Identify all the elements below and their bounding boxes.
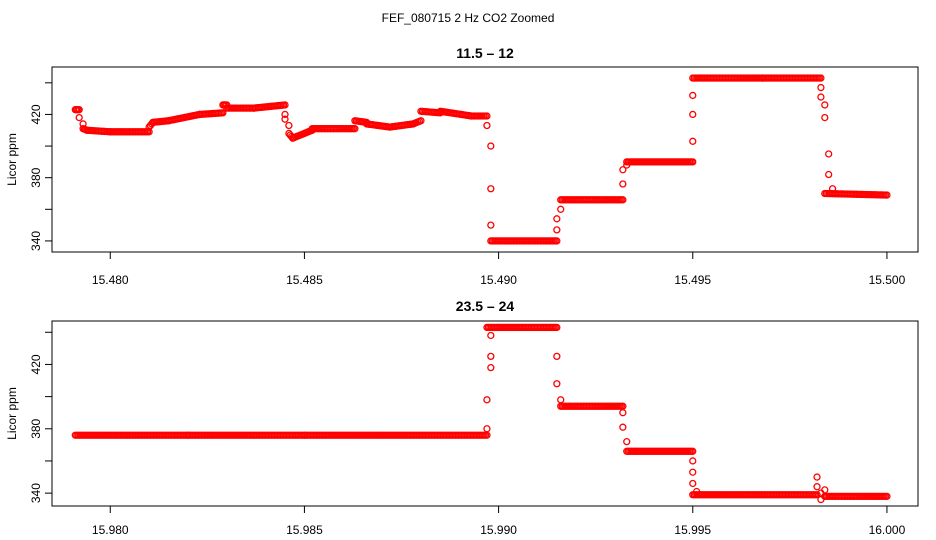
y-tick-label: 380 [29,167,43,187]
data-point [813,473,821,481]
data-point [553,215,561,223]
data-point [689,110,697,119]
data-point [619,180,627,188]
data-point [817,495,825,504]
x-tick-label: 15.500 [869,273,906,287]
data-point [483,425,491,433]
data-point [689,447,697,455]
data-point [619,423,627,431]
data-point [285,121,293,130]
data-point [828,185,837,193]
data-point [821,486,829,494]
x-tick-label: 15.495 [674,273,711,287]
data-point [817,83,825,92]
data-point [817,74,825,82]
x-tick-label: 15.480 [92,273,129,287]
data-point [553,237,561,245]
data-point [689,137,697,145]
data-point [351,125,359,133]
data-point [281,101,289,109]
data-point [623,437,631,446]
data-point [623,161,631,169]
data-point [689,91,697,100]
data-point [813,483,821,491]
data-point [689,457,697,465]
data-point [821,101,829,109]
x-tick-label: 15.485 [286,273,323,287]
data-point [487,221,495,229]
data-point [553,323,561,332]
data-point [825,170,833,179]
data-point [219,109,227,117]
data-point [553,226,561,234]
data-point [483,396,491,404]
data-point [281,115,289,123]
x-tick-label: 15.985 [286,523,323,537]
x-tick-label: 15.490 [480,273,517,287]
data-point [557,205,565,213]
data-point [483,121,491,130]
data-point [75,106,83,114]
data-point [487,363,495,372]
data-point [557,396,565,404]
data-series [71,323,891,504]
data-point [825,150,833,158]
data-point [619,196,627,204]
data-point [487,352,495,361]
x-tick-label: 15.990 [480,523,517,537]
y-axis-label: Licor ppm [5,133,19,186]
y-tick-label: 340 [29,483,43,503]
x-tick-label: 15.980 [92,523,129,537]
panel-top: 11.5 – 12 15.480 15.485 15.490 15.495 15.500 3… [5,45,919,287]
data-point [821,113,829,122]
panel-bottom: 23.5 – 24 15.980 15.985 15.990 15.995 16.000 3… [5,298,919,537]
data-series [71,74,891,245]
data-point [689,468,697,476]
main-title: FEF_080715 2 Hz CO2 Zoomed [382,11,555,25]
y-tick-label: 340 [29,231,43,251]
data-point [689,158,697,166]
data-point [487,331,495,340]
data-point [483,112,491,120]
data-point [619,166,627,174]
data-point [693,487,701,496]
data-point [817,93,825,101]
data-point [883,191,891,199]
panel-title: 23.5 – 24 [456,298,515,314]
data-point [689,479,697,488]
data-point [75,113,83,122]
plot-frame [51,66,919,253]
x-tick-label: 15.995 [674,523,711,537]
y-axis-label: Licor ppm [5,387,19,440]
plot-frame [51,320,919,507]
y-tick-label: 380 [29,418,43,438]
panel-title: 11.5 – 12 [456,45,514,61]
data-point [487,142,495,150]
data-point [619,409,627,417]
data-point [487,185,495,193]
data-point [553,380,561,388]
data-point [79,120,87,128]
x-tick-label: 16.000 [869,523,906,537]
data-point [813,491,821,499]
y-tick-label: 420 [29,104,43,124]
y-tick-label: 420 [29,354,43,374]
data-point [417,117,425,125]
data-point [553,352,561,361]
data-point [883,492,891,501]
data-point [281,110,289,119]
